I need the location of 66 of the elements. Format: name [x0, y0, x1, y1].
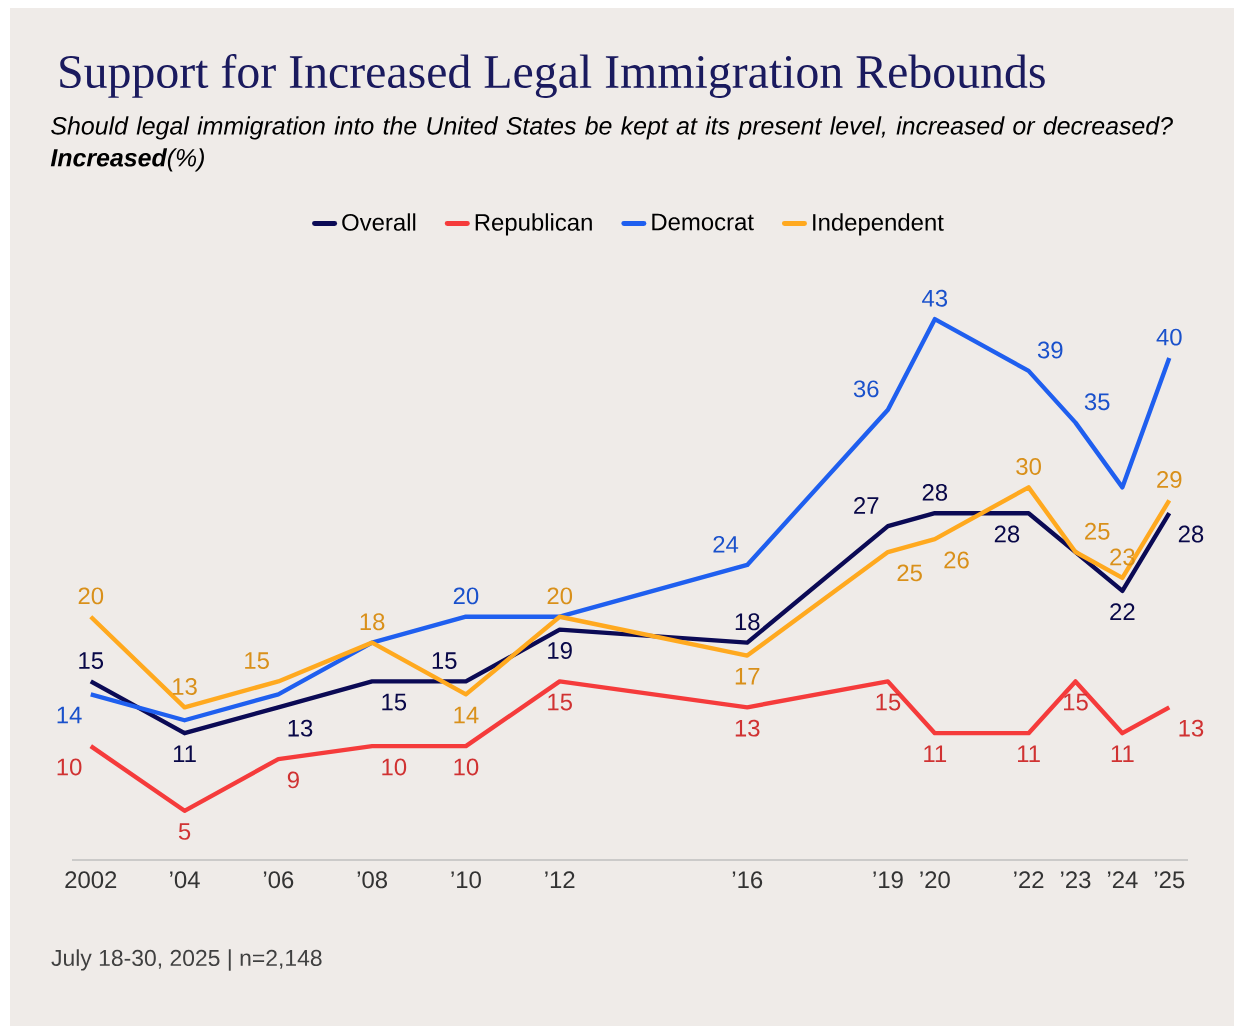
- data-label: 11: [1018, 745, 1040, 763]
- x-tick-label: ’04: [170, 871, 200, 889]
- data-label: 15: [1064, 693, 1088, 711]
- data-label: 25: [897, 564, 922, 582]
- data-label: 28: [922, 483, 948, 501]
- data-label: 28: [994, 525, 1020, 543]
- data-label: 39: [1037, 341, 1063, 359]
- data-label: 40: [1156, 328, 1182, 346]
- x-tick-label: 2002: [65, 871, 117, 889]
- data-label: 20: [547, 587, 573, 605]
- x-tick-label: ’12: [545, 871, 575, 888]
- data-label: 11: [173, 745, 196, 763]
- x-tick-label: ’20: [920, 871, 950, 889]
- data-label: 18: [735, 613, 760, 631]
- chart-title: Support for Increased Legal Immigration Rebounds: [60, 54, 1045, 98]
- chart-subtitle: Should legal immigration into the United States be kept at its present level, increased or decreased? Increased(%): [50, 116, 1173, 172]
- data-label: 13: [173, 677, 197, 695]
- data-label: 26: [944, 551, 969, 569]
- data-label: 15: [548, 693, 572, 711]
- data-label: 5: [178, 823, 191, 840]
- legend-label: Overall: [342, 213, 416, 231]
- x-tick-label: ’25: [1154, 871, 1185, 889]
- data-label: 35: [1084, 393, 1110, 411]
- data-label: 15: [382, 693, 407, 711]
- data-label: 28: [1178, 525, 1204, 543]
- x-tick-label: ’10: [451, 871, 481, 889]
- data-label: 23: [1110, 548, 1135, 566]
- legend-label: Independent: [813, 213, 944, 236]
- x-tick-label: ’08: [357, 871, 388, 889]
- data-label: 15: [876, 693, 901, 711]
- data-label: 15: [79, 652, 104, 670]
- data-label: 20: [453, 587, 479, 605]
- data-label: 10: [454, 758, 479, 776]
- x-tick-label: ’06: [263, 871, 294, 889]
- x-tick-label: ’23: [1061, 871, 1091, 889]
- data-label: 10: [57, 758, 82, 776]
- data-label: 18: [360, 613, 385, 631]
- data-label: 36: [853, 380, 879, 398]
- data-label: 27: [854, 497, 879, 514]
- data-label: 43: [922, 289, 948, 307]
- data-label: 20: [78, 587, 104, 605]
- data-label: 14: [454, 706, 479, 724]
- x-tick-label: ’24: [1107, 871, 1138, 888]
- data-label: 15: [245, 652, 269, 670]
- x-tick-label: ’22: [1014, 871, 1044, 888]
- data-label: 30: [1016, 458, 1041, 475]
- data-label: 11: [924, 745, 947, 763]
- data-label: 13: [735, 719, 760, 737]
- x-tick-label: ’16: [732, 871, 763, 889]
- data-label: 14: [57, 706, 82, 724]
- data-label: 17: [735, 667, 760, 685]
- data-label: 25: [1085, 522, 1110, 540]
- data-label: 10: [382, 758, 407, 776]
- data-label: 9: [287, 771, 299, 789]
- data-label: 15: [432, 652, 457, 670]
- legend-label: Republican: [475, 213, 592, 236]
- data-label: 22: [1110, 603, 1135, 620]
- data-label: 13: [1179, 719, 1204, 737]
- data-label: 24: [713, 535, 739, 553]
- text: July 18-30, 2025 | n=2,148: [51, 949, 322, 971]
- data-label: 19: [548, 642, 572, 659]
- data-label: 29: [1157, 470, 1182, 488]
- data-label: 13: [288, 719, 313, 737]
- data-label: 11: [1111, 745, 1134, 763]
- x-tick-label: ’19: [873, 871, 903, 889]
- legend-label: Democrat: [652, 213, 754, 231]
